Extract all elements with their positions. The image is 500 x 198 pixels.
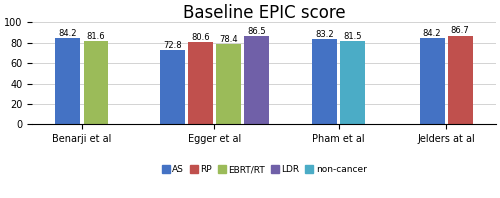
Text: 81.5: 81.5 — [344, 32, 362, 41]
Text: 72.8: 72.8 — [163, 41, 182, 50]
Bar — [312, 39, 337, 124]
Text: 80.6: 80.6 — [191, 33, 210, 42]
Text: 78.4: 78.4 — [219, 35, 238, 44]
Bar — [216, 44, 241, 124]
Bar — [420, 38, 444, 124]
Title: Baseline EPIC score: Baseline EPIC score — [182, 4, 346, 22]
Legend: AS, RP, EBRT/RT, LDR, non-cancer: AS, RP, EBRT/RT, LDR, non-cancer — [158, 161, 370, 178]
Text: 86.7: 86.7 — [451, 26, 469, 35]
Bar — [340, 41, 365, 124]
Text: 84.2: 84.2 — [58, 29, 77, 38]
Bar — [84, 41, 108, 124]
Text: 81.6: 81.6 — [86, 32, 106, 41]
Bar — [160, 50, 184, 124]
Bar — [244, 36, 269, 124]
Text: 84.2: 84.2 — [423, 29, 442, 38]
Bar — [56, 38, 80, 124]
Bar — [188, 42, 212, 124]
Text: 83.2: 83.2 — [315, 30, 334, 39]
Bar — [448, 36, 472, 124]
Text: 86.5: 86.5 — [248, 27, 266, 36]
